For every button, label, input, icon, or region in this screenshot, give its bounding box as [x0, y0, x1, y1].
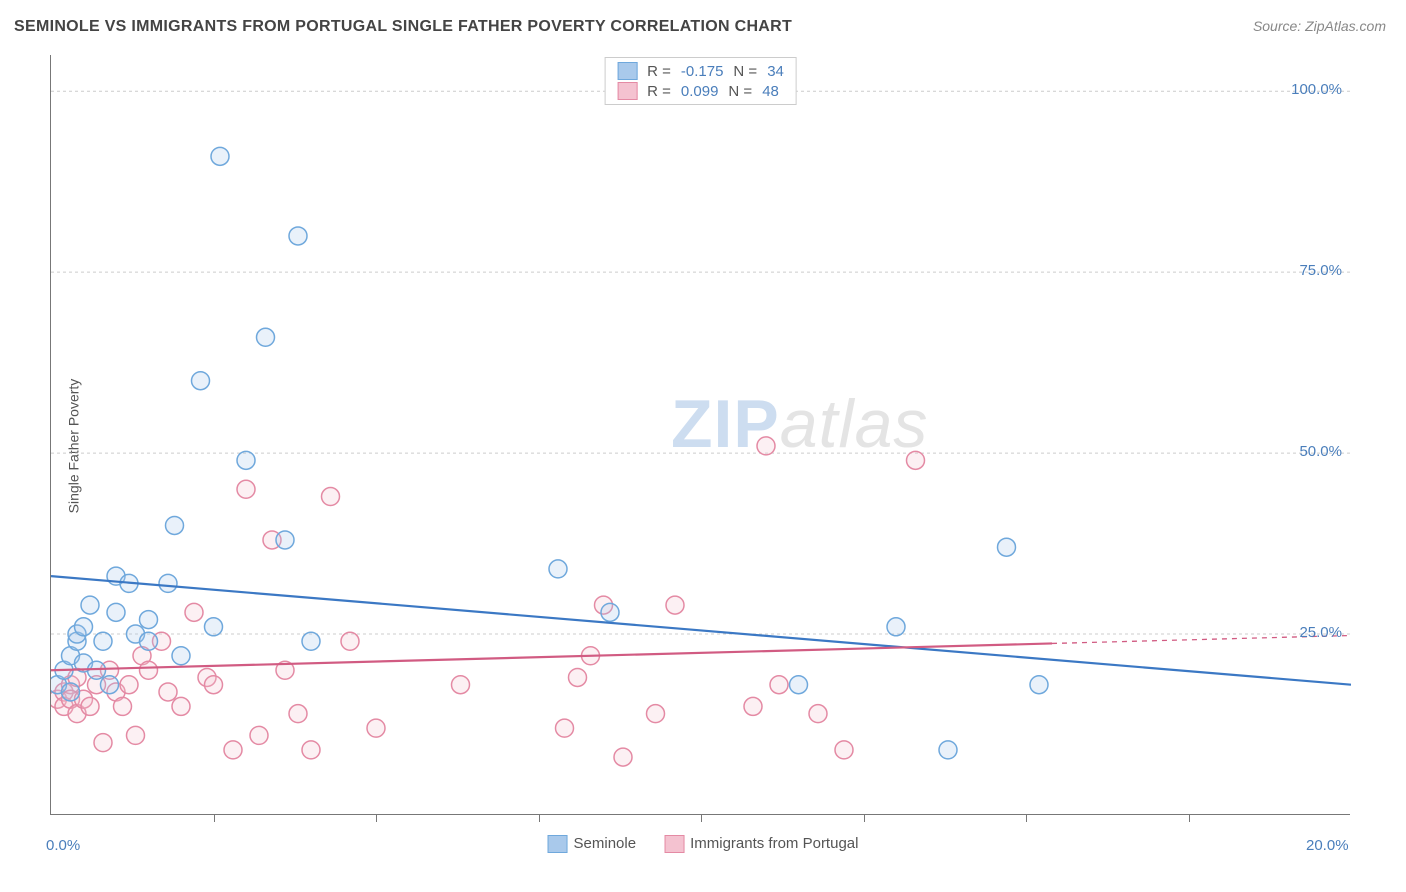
legend-item-seminole: Seminole [548, 835, 637, 853]
x-tick [214, 814, 215, 822]
legend-n-value-1: 48 [762, 83, 779, 100]
scatter-point [367, 719, 385, 737]
plot-area: ZIPatlas R = -0.175 N = 34 R = 0.099 N =… [50, 55, 1350, 815]
scatter-point [744, 697, 762, 715]
correlation-legend: R = -0.175 N = 34 R = 0.099 N = 48 [604, 57, 797, 105]
y-tick-label: 75.0% [1299, 262, 1342, 279]
scatter-point [166, 516, 184, 534]
scatter-point [666, 596, 684, 614]
x-tick [864, 814, 865, 822]
x-tick [1189, 814, 1190, 822]
x-tick [701, 814, 702, 822]
scatter-point [887, 618, 905, 636]
scatter-point [647, 705, 665, 723]
scatter-point [302, 632, 320, 650]
scatter-point [302, 741, 320, 759]
x-axis-max-label: 20.0% [1306, 837, 1349, 854]
scatter-point [257, 328, 275, 346]
scatter-point [322, 488, 340, 506]
legend-r-label-0: R = [647, 63, 671, 80]
scatter-point [237, 451, 255, 469]
scatter-point [114, 697, 132, 715]
scatter-point [127, 726, 145, 744]
scatter-point [94, 632, 112, 650]
scatter-point [809, 705, 827, 723]
scatter-point [107, 603, 125, 621]
legend-r-label-1: R = [647, 83, 671, 100]
scatter-point [452, 676, 470, 694]
scatter-point [140, 611, 158, 629]
scatter-point [159, 574, 177, 592]
legend-r-value-1: 0.099 [681, 83, 719, 100]
scatter-point [250, 726, 268, 744]
x-tick [1026, 814, 1027, 822]
legend-r-value-0: -0.175 [681, 63, 724, 80]
y-tick-label: 50.0% [1299, 443, 1342, 460]
scatter-point [211, 147, 229, 165]
scatter-point [172, 697, 190, 715]
scatter-point [757, 437, 775, 455]
scatter-point [341, 632, 359, 650]
scatter-point [75, 618, 93, 636]
legend-row-series-1: R = 0.099 N = 48 [617, 82, 784, 100]
chart-container: SEMINOLE VS IMMIGRANTS FROM PORTUGAL SIN… [0, 0, 1406, 892]
x-tick [539, 814, 540, 822]
scatter-point [159, 683, 177, 701]
scatter-point [998, 538, 1016, 556]
scatter-point [205, 676, 223, 694]
scatter-point [289, 705, 307, 723]
scatter-point [62, 683, 80, 701]
legend-n-value-0: 34 [767, 63, 784, 80]
trend-line [51, 576, 1351, 685]
scatter-point [205, 618, 223, 636]
legend-label-seminole: Seminole [574, 835, 637, 852]
legend-row-series-0: R = -0.175 N = 34 [617, 62, 784, 80]
scatter-point [601, 603, 619, 621]
x-tick [376, 814, 377, 822]
series-legend: Seminole Immigrants from Portugal [548, 835, 859, 853]
scatter-point [939, 741, 957, 759]
plot-svg [51, 55, 1351, 815]
scatter-point [790, 676, 808, 694]
legend-label-portugal: Immigrants from Portugal [690, 835, 858, 852]
legend-swatch-seminole [617, 62, 637, 80]
chart-title: SEMINOLE VS IMMIGRANTS FROM PORTUGAL SIN… [14, 18, 792, 36]
legend-n-label-1: N = [728, 83, 752, 100]
legend-swatch-portugal-b [664, 835, 684, 853]
scatter-point [185, 603, 203, 621]
y-tick-label: 100.0% [1291, 81, 1342, 98]
scatter-point [835, 741, 853, 759]
scatter-point [94, 734, 112, 752]
scatter-point [549, 560, 567, 578]
x-axis-min-label: 0.0% [46, 837, 80, 854]
source-attribution: Source: ZipAtlas.com [1253, 18, 1386, 34]
scatter-point [907, 451, 925, 469]
scatter-point [614, 748, 632, 766]
scatter-point [224, 741, 242, 759]
scatter-point [140, 661, 158, 679]
scatter-point [276, 531, 294, 549]
trend-line [51, 643, 1052, 670]
legend-swatch-portugal [617, 82, 637, 100]
legend-n-label-0: N = [733, 63, 757, 80]
legend-item-portugal: Immigrants from Portugal [664, 835, 858, 853]
scatter-point [289, 227, 307, 245]
scatter-point [770, 676, 788, 694]
scatter-point [81, 596, 99, 614]
scatter-point [556, 719, 574, 737]
scatter-point [237, 480, 255, 498]
scatter-point [101, 676, 119, 694]
y-tick-label: 25.0% [1299, 624, 1342, 641]
scatter-point [192, 372, 210, 390]
scatter-point [569, 668, 587, 686]
scatter-point [120, 676, 138, 694]
scatter-point [140, 632, 158, 650]
scatter-point [1030, 676, 1048, 694]
scatter-point [172, 647, 190, 665]
legend-swatch-seminole-b [548, 835, 568, 853]
scatter-point [81, 697, 99, 715]
